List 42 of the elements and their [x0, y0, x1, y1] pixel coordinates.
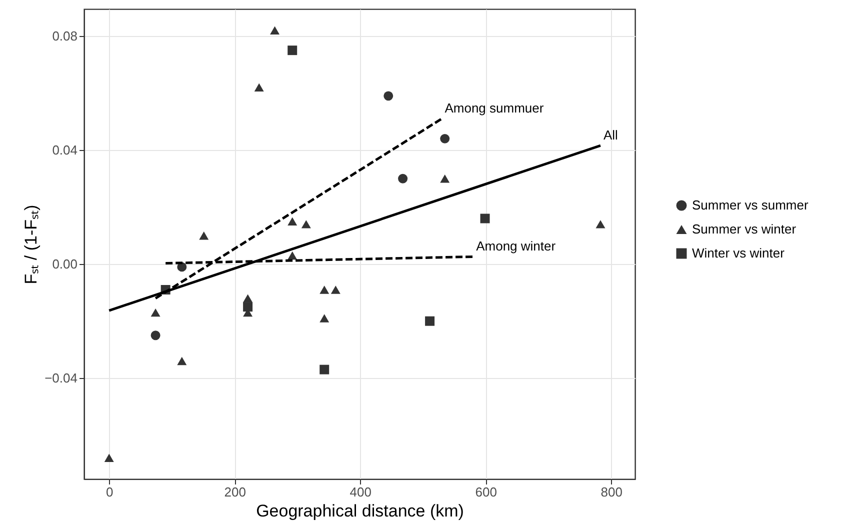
x-tick-label: 600: [475, 484, 497, 500]
point: [330, 286, 340, 294]
x-tick-label: 400: [350, 484, 372, 500]
x-axis-title: Geographical distance (km): [256, 502, 464, 520]
point: [320, 314, 330, 322]
point: [243, 302, 253, 312]
series-label: All: [603, 128, 618, 143]
y-tick-label: 0.08: [52, 28, 78, 44]
x-tick-label: 800: [600, 484, 623, 500]
x-tick-label: 200: [224, 484, 246, 500]
point: [440, 134, 450, 144]
point: [177, 262, 187, 272]
point: [480, 214, 490, 224]
y-tick-label: 0.00: [52, 256, 78, 272]
point: [398, 174, 408, 184]
point: [288, 251, 298, 260]
point: [384, 91, 394, 101]
point: [320, 286, 330, 294]
legend-label: Winter vs winter: [692, 246, 786, 260]
point: [288, 46, 298, 56]
point: [440, 174, 450, 183]
point: [288, 217, 298, 226]
legend-label: Summer vs summer: [692, 198, 809, 212]
x-tick-label: 0: [106, 484, 114, 500]
point: [104, 454, 114, 462]
point: [243, 294, 253, 302]
y-tick-label: −0.04: [44, 370, 78, 386]
point: [254, 83, 264, 92]
point: [320, 364, 330, 374]
series-label: Among winter: [476, 238, 556, 254]
y-axis-title: Fₛₜ / (1-Fₛₜ): [22, 204, 41, 284]
point: [177, 356, 187, 366]
point: [270, 26, 280, 34]
point: [301, 220, 311, 228]
point: [425, 316, 435, 326]
legend-label: Summer vs winter: [692, 222, 797, 236]
point: [150, 308, 160, 317]
point: [596, 220, 606, 228]
series-label: Among summuer: [444, 100, 544, 116]
point: [150, 330, 160, 340]
point: [199, 231, 209, 240]
y-tick-label: 0.04: [52, 142, 78, 158]
